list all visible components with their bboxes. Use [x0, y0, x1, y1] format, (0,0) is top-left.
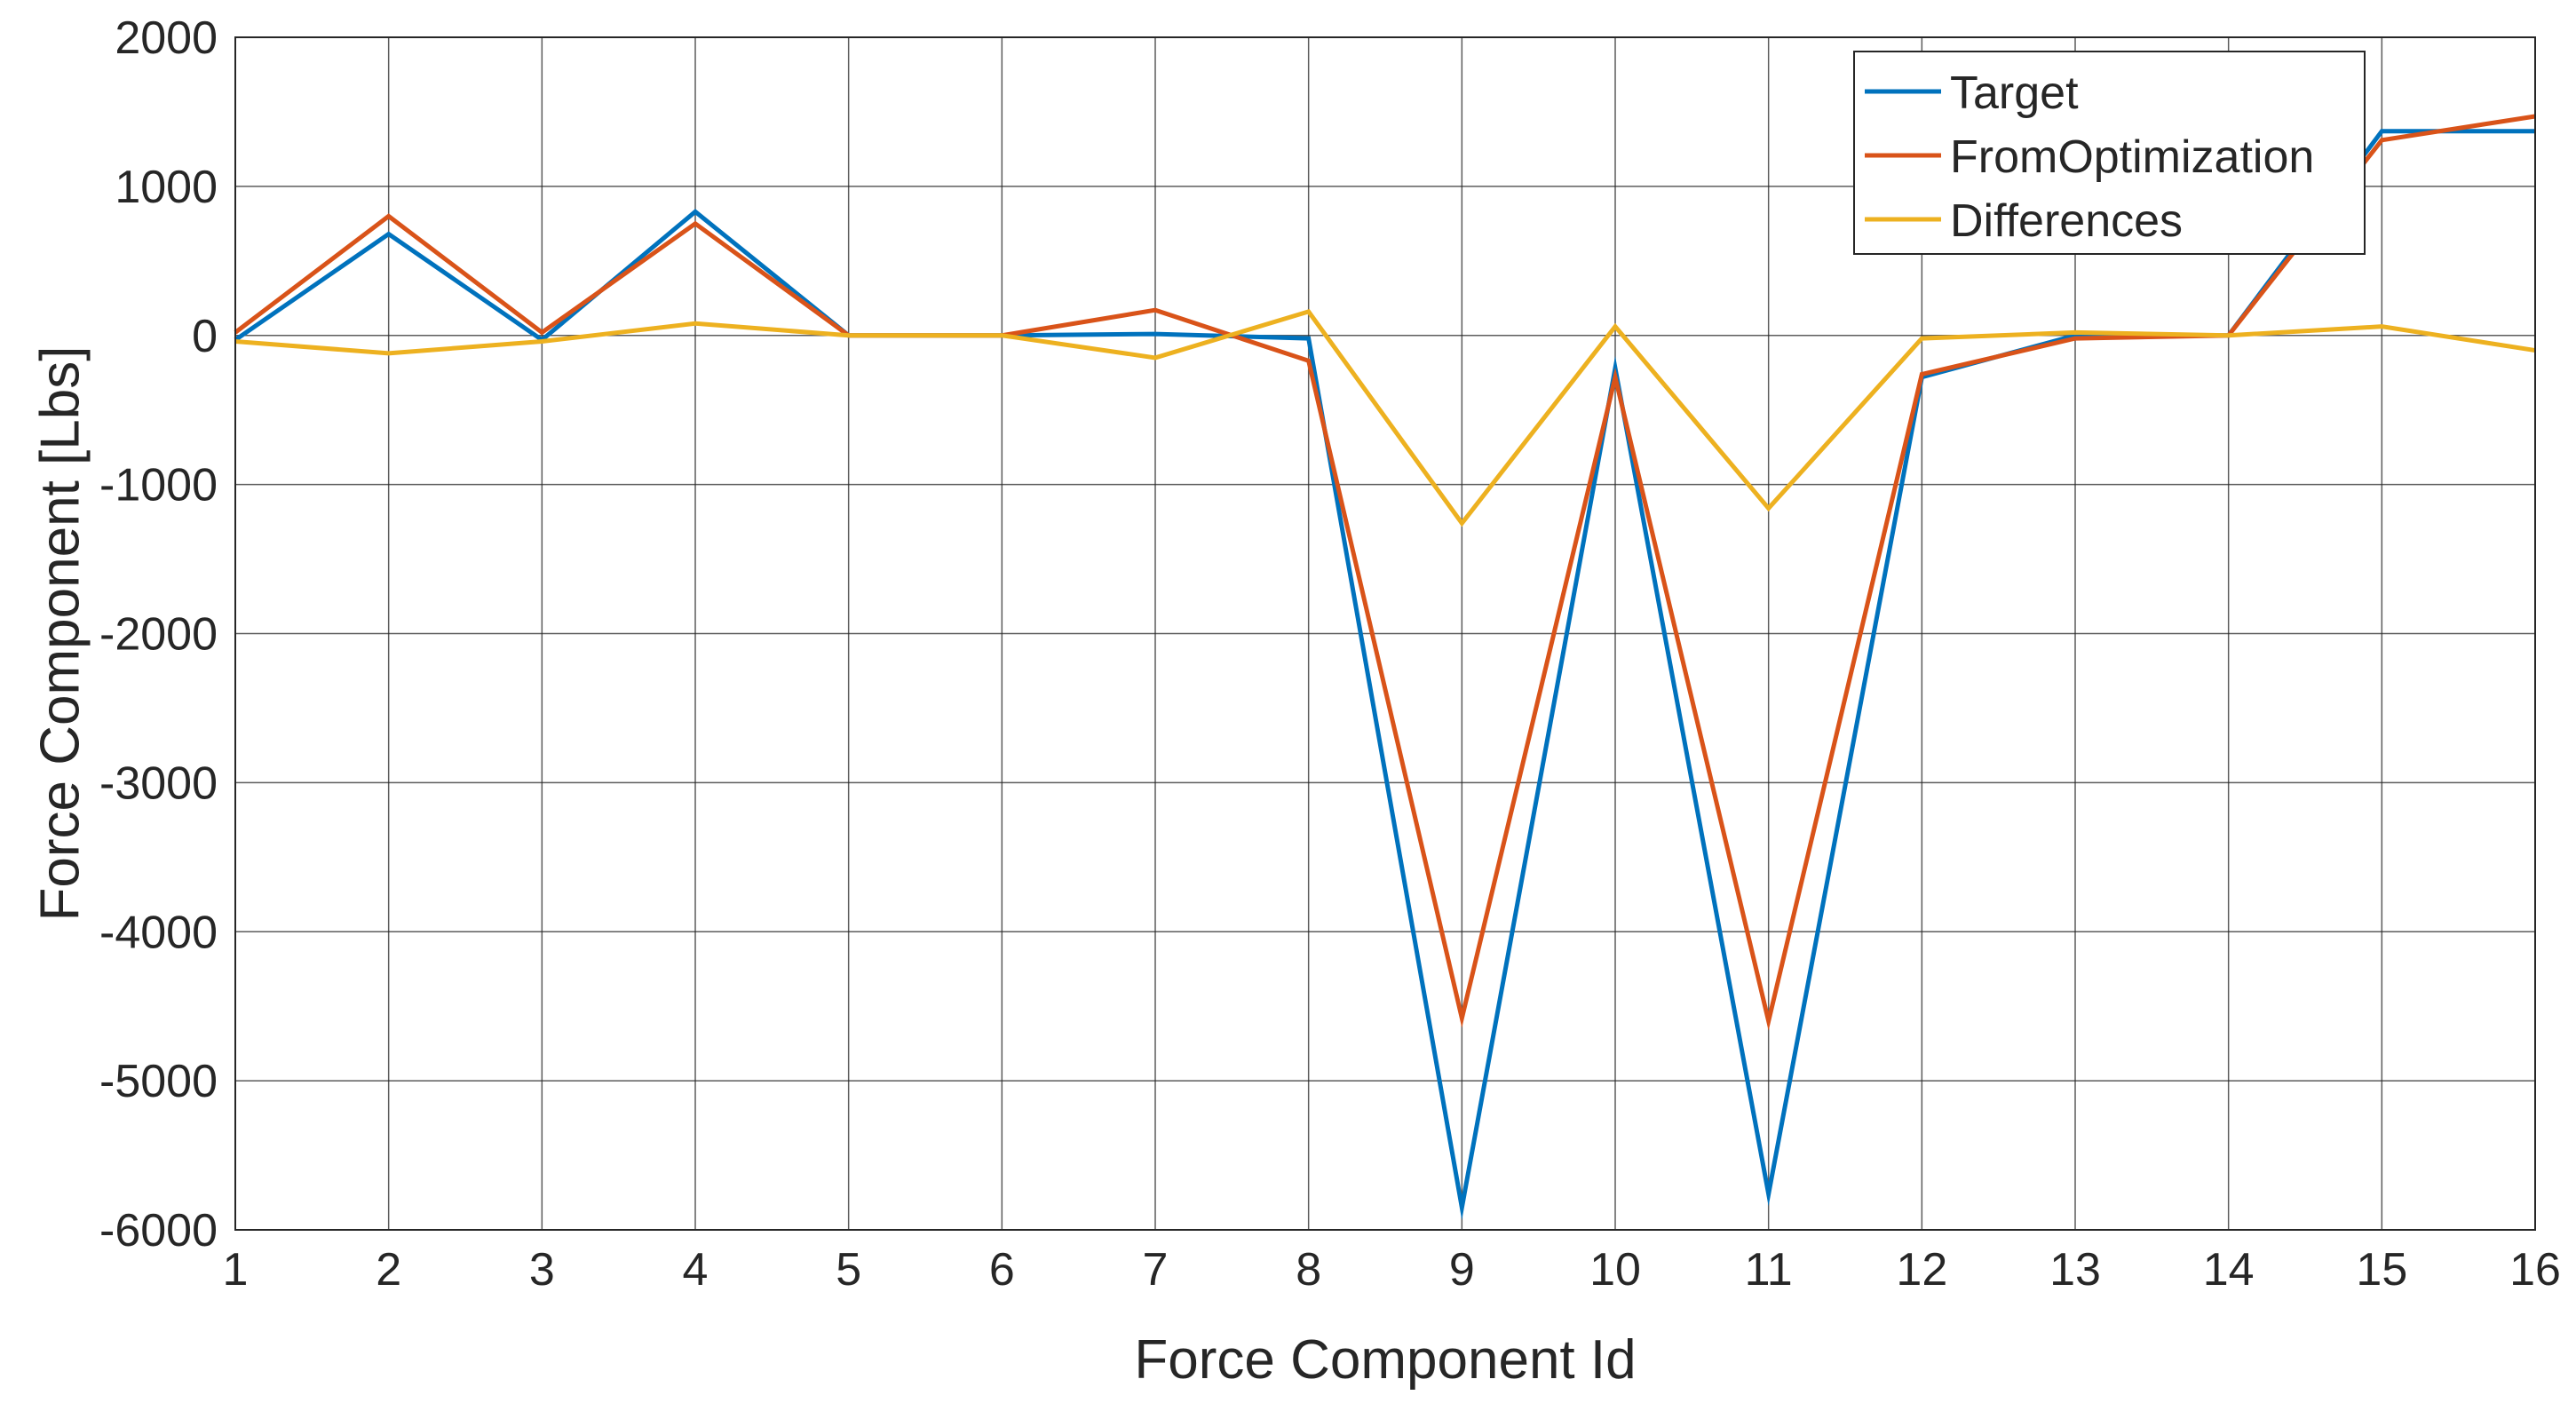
y-tick-label: -6000 — [99, 1205, 218, 1256]
tick-labels: 1 2 3 4 5 6 7 8 9 10 11 12 13 14 15 16200010000-1000-20… — [99, 12, 2561, 1296]
series-line-differences — [234, 308, 2536, 527]
x-tick-label: 8 — [1296, 1244, 1321, 1296]
y-tick-label: -2000 — [99, 609, 218, 661]
plot-area-frame — [234, 36, 2536, 1231]
y-tick-label: -4000 — [99, 907, 218, 958]
x-axis-title: Force Component Id — [1134, 1329, 1636, 1391]
y-tick-label: -1000 — [99, 460, 218, 511]
x-tick-label: 12 — [1896, 1244, 1947, 1296]
x-tick-label: 13 — [2049, 1244, 2101, 1296]
legend-label: FromOptimization — [1950, 131, 2314, 183]
series-lines — [234, 114, 2536, 1220]
x-tick-label: 14 — [2203, 1244, 2255, 1296]
y-tick-label: 0 — [192, 311, 218, 362]
x-tick-label: 11 — [1745, 1244, 1793, 1296]
x-tick-label: 4 — [683, 1244, 709, 1296]
x-tick-label: 6 — [989, 1244, 1015, 1296]
x-tick-label: 15 — [2356, 1244, 2407, 1296]
x-tick-label: 16 — [2509, 1244, 2561, 1296]
legend-label: Target — [1950, 67, 2079, 119]
x-tick-label: 1 — [223, 1244, 249, 1296]
legend-label: Differences — [1950, 195, 2183, 247]
x-tick-label: 2 — [376, 1244, 401, 1296]
y-tick-label: -5000 — [99, 1056, 218, 1107]
series-line-fromoptimization — [234, 114, 2536, 1031]
y-tick-label: -3000 — [99, 757, 218, 809]
y-tick-label: 1000 — [115, 162, 218, 213]
legend: Target FromOptimization Differences — [1853, 51, 2366, 255]
y-axis-title: Force Component [Lbs] — [30, 346, 91, 922]
x-tick-label: 3 — [529, 1244, 555, 1296]
x-tick-label: 5 — [836, 1244, 861, 1296]
y-tick-label: 2000 — [115, 12, 218, 64]
x-tick-label: 9 — [1449, 1244, 1475, 1296]
x-tick-label: 10 — [1589, 1244, 1641, 1296]
x-tick-label: 7 — [1143, 1244, 1169, 1296]
